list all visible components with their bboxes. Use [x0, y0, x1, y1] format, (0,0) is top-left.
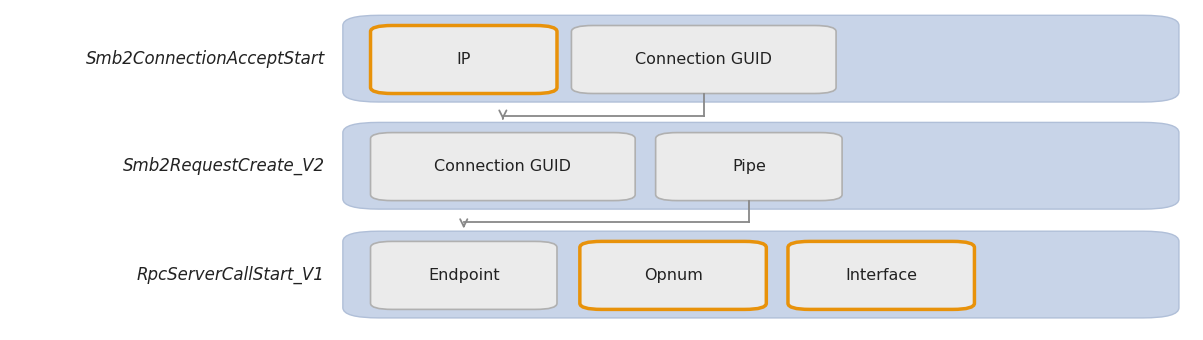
- FancyBboxPatch shape: [343, 122, 1179, 209]
- Text: Opnum: Opnum: [644, 268, 703, 283]
- FancyBboxPatch shape: [571, 26, 836, 94]
- Text: IP: IP: [457, 52, 470, 67]
- Text: Smb2RequestCreate_V2: Smb2RequestCreate_V2: [123, 157, 325, 175]
- FancyBboxPatch shape: [656, 133, 842, 201]
- Text: RpcServerCallStart_V1: RpcServerCallStart_V1: [137, 266, 325, 284]
- Text: Smb2ConnectionAcceptStart: Smb2ConnectionAcceptStart: [85, 50, 325, 68]
- FancyBboxPatch shape: [788, 241, 974, 309]
- FancyBboxPatch shape: [343, 231, 1179, 318]
- FancyBboxPatch shape: [371, 133, 635, 201]
- FancyBboxPatch shape: [371, 241, 557, 309]
- FancyBboxPatch shape: [343, 15, 1179, 102]
- Text: Pipe: Pipe: [731, 159, 766, 174]
- FancyBboxPatch shape: [371, 26, 557, 94]
- Text: Interface: Interface: [846, 268, 917, 283]
- Text: Connection GUID: Connection GUID: [434, 159, 571, 174]
- Text: Connection GUID: Connection GUID: [635, 52, 772, 67]
- Text: Endpoint: Endpoint: [428, 268, 499, 283]
- FancyBboxPatch shape: [580, 241, 766, 309]
